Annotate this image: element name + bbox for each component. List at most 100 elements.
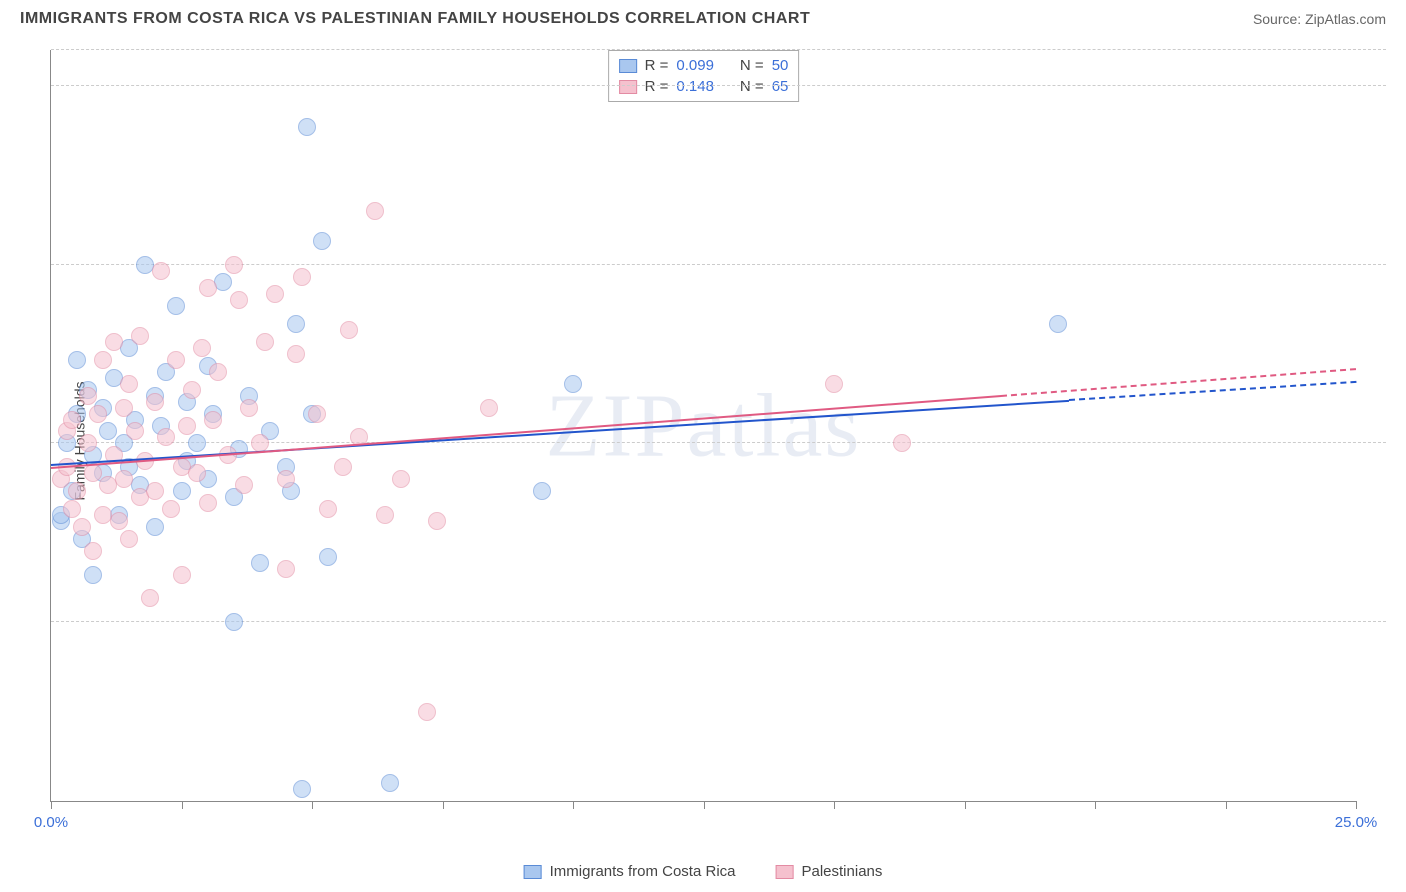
stat-legend: R = 0.099 N = 50 R = 0.148 N = 65: [608, 50, 800, 102]
legend-swatch: [524, 865, 542, 879]
scatter-point: [277, 470, 295, 488]
bottom-legend-item: Immigrants from Costa Rica: [524, 863, 736, 880]
n-value: 65: [772, 78, 789, 95]
scatter-point: [110, 512, 128, 530]
scatter-point: [293, 780, 311, 798]
x-tick: [834, 801, 835, 809]
scatter-point: [146, 393, 164, 411]
scatter-point: [115, 399, 133, 417]
chart-container: Family Households ZIPatlas R =0.099N =50…: [50, 50, 1386, 832]
gridline: [51, 621, 1386, 622]
source-attribution: Source: ZipAtlas.com: [1253, 11, 1386, 27]
x-tick: [1356, 801, 1357, 809]
scatter-point: [84, 566, 102, 584]
scatter-point: [825, 375, 843, 393]
scatter-point: [84, 464, 102, 482]
scatter-point: [94, 351, 112, 369]
scatter-point: [230, 291, 248, 309]
scatter-point: [173, 566, 191, 584]
scatter-point: [251, 554, 269, 572]
n-label: N =: [740, 78, 764, 95]
scatter-point: [340, 321, 358, 339]
scatter-point: [893, 434, 911, 452]
legend-swatch: [619, 59, 637, 73]
gridline: [51, 49, 1386, 50]
stat-legend-row: R = 0.148 N = 65: [619, 76, 789, 97]
scatter-point: [89, 405, 107, 423]
r-label: R =: [645, 78, 669, 95]
r-value: 0.099: [676, 57, 714, 74]
stat-legend-row: R = 0.099 N = 50: [619, 55, 789, 76]
scatter-point: [293, 268, 311, 286]
scatter-point: [84, 542, 102, 560]
scatter-point: [256, 333, 274, 351]
scatter-point: [480, 399, 498, 417]
scatter-point: [376, 506, 394, 524]
scatter-point: [188, 434, 206, 452]
n-value: 50: [772, 57, 789, 74]
scatter-point: [167, 351, 185, 369]
scatter-point: [298, 118, 316, 136]
x-tick: [312, 801, 313, 809]
scatter-point: [428, 512, 446, 530]
legend-label: Immigrants from Costa Rica: [550, 863, 736, 880]
scatter-point: [366, 202, 384, 220]
scatter-point: [126, 422, 144, 440]
scatter-point: [240, 399, 258, 417]
x-tick: [965, 801, 966, 809]
scatter-point: [564, 375, 582, 393]
legend-swatch: [619, 80, 637, 94]
scatter-point: [319, 548, 337, 566]
scatter-point: [99, 422, 117, 440]
scatter-point: [193, 339, 211, 357]
x-tick: [443, 801, 444, 809]
scatter-point: [334, 458, 352, 476]
legend-label: Palestinians: [801, 863, 882, 880]
scatter-point: [199, 279, 217, 297]
r-value: 0.148: [676, 78, 714, 95]
y-tick-label: 55.0%: [1386, 597, 1406, 614]
scatter-point: [79, 387, 97, 405]
scatter-point: [141, 589, 159, 607]
scatter-point: [313, 232, 331, 250]
scatter-point: [79, 434, 97, 452]
scatter-point: [178, 417, 196, 435]
scatter-point: [235, 476, 253, 494]
gridline: [51, 264, 1386, 265]
regression-line: [1069, 381, 1356, 401]
x-tick-label: 25.0%: [1335, 814, 1378, 831]
scatter-point: [115, 470, 133, 488]
scatter-point: [68, 482, 86, 500]
chart-title: IMMIGRANTS FROM COSTA RICA VS PALESTINIA…: [20, 10, 810, 28]
scatter-point: [131, 327, 149, 345]
gridline: [51, 85, 1386, 86]
bottom-legend-item: Palestinians: [775, 863, 882, 880]
scatter-point: [146, 518, 164, 536]
scatter-point: [319, 500, 337, 518]
bottom-legend: Immigrants from Costa Rica Palestinians: [524, 863, 883, 880]
scatter-point: [152, 262, 170, 280]
scatter-point: [418, 703, 436, 721]
scatter-point: [120, 375, 138, 393]
y-tick-label: 85.0%: [1386, 239, 1406, 256]
y-tick-label: 100.0%: [1386, 60, 1406, 77]
scatter-point: [204, 411, 222, 429]
scatter-point: [120, 530, 138, 548]
scatter-point: [533, 482, 551, 500]
scatter-point: [157, 428, 175, 446]
scatter-point: [381, 774, 399, 792]
x-tick: [1226, 801, 1227, 809]
scatter-point: [73, 518, 91, 536]
n-label: N =: [740, 57, 764, 74]
plot-area: ZIPatlas R =0.099N =50R =0.148N =65 55.0…: [50, 50, 1356, 802]
scatter-point: [183, 381, 201, 399]
x-tick-label: 0.0%: [34, 814, 68, 831]
scatter-point: [209, 363, 227, 381]
scatter-point: [173, 482, 191, 500]
scatter-point: [214, 273, 232, 291]
x-tick: [573, 801, 574, 809]
r-label: R =: [645, 57, 669, 74]
scatter-point: [225, 256, 243, 274]
scatter-point: [68, 351, 86, 369]
scatter-point: [277, 560, 295, 578]
